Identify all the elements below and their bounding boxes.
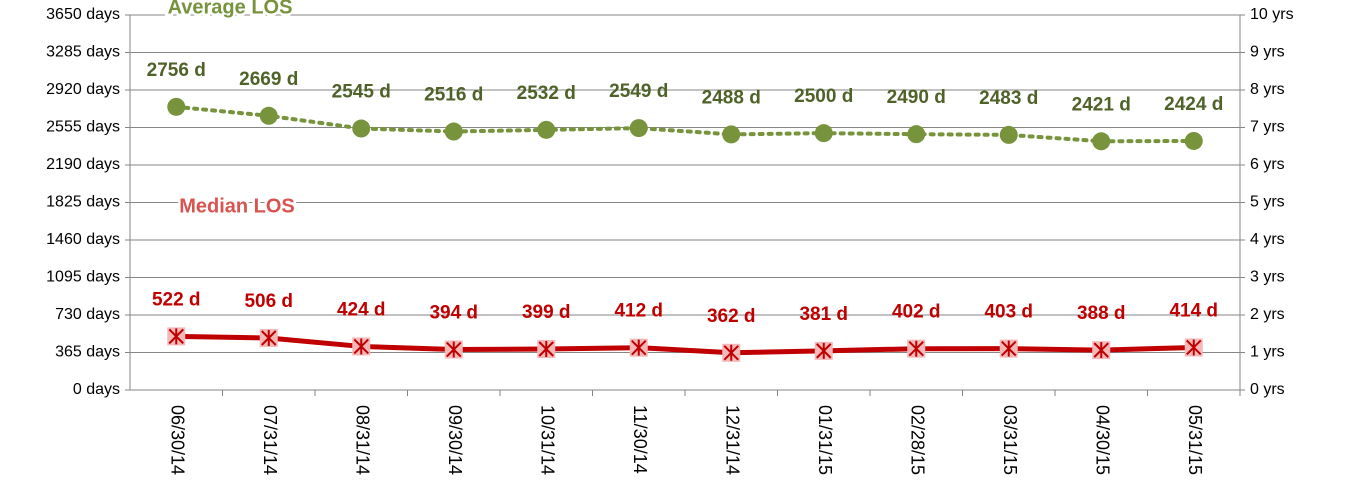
marker	[259, 106, 278, 125]
x-tick-label: 12/31/14	[723, 405, 743, 475]
marker	[1092, 132, 1111, 151]
marker	[444, 340, 463, 359]
x-tick-label: 06/30/14	[168, 405, 188, 475]
marker	[722, 343, 741, 362]
data-label: 394 d	[429, 303, 478, 324]
data-label: 403 d	[984, 302, 1033, 323]
y-tick-label: 730 days	[55, 306, 120, 323]
data-label: 402 d	[892, 302, 941, 323]
marker	[907, 339, 926, 358]
marker	[629, 119, 648, 138]
y2-tick-label: 9 yrs	[1250, 44, 1285, 61]
y2-tick-label: 5 yrs	[1250, 194, 1285, 211]
data-label: 506 d	[244, 291, 293, 312]
x-tick-label: 08/31/14	[353, 405, 373, 475]
data-label: 388 d	[1077, 303, 1126, 324]
series-line	[174, 104, 1196, 144]
marker	[1184, 338, 1203, 357]
y-tick-label: 3285 days	[46, 44, 120, 61]
marker	[167, 97, 186, 116]
marker	[814, 341, 833, 360]
data-label: 2500 d	[794, 86, 853, 107]
data-label: 424 d	[337, 299, 386, 320]
data-label: 2490 d	[887, 87, 946, 108]
marker	[629, 338, 648, 357]
y-tick-label: 365 days	[55, 344, 120, 361]
x-tick-label: 11/30/14	[630, 405, 650, 474]
data-label: 2532 d	[517, 83, 576, 104]
x-tick-label: 04/30/15	[1093, 405, 1113, 475]
x-tick-label: 10/31/14	[538, 405, 558, 475]
marker	[907, 125, 926, 144]
y2-tick-label: 8 yrs	[1250, 81, 1285, 98]
data-label: 2549 d	[609, 81, 668, 102]
y-tick-label: 1825 days	[46, 194, 120, 211]
marker	[352, 119, 371, 138]
data-label: 2516 d	[424, 85, 483, 106]
x-tick-label: 09/30/14	[445, 405, 465, 475]
data-label: 2421 d	[1072, 94, 1131, 115]
marker	[537, 340, 556, 359]
y-tick-label: 3650 days	[46, 6, 120, 23]
y2-tick-label: 10 yrs	[1250, 6, 1294, 23]
x-tick-label: 05/31/15	[1185, 405, 1205, 475]
series-line	[173, 333, 1197, 356]
data-label: 414 d	[1169, 300, 1218, 321]
marker	[1092, 341, 1111, 360]
x-tick-label: 01/31/15	[815, 405, 835, 475]
data-label: 412 d	[614, 301, 663, 322]
series-annotation: Median LOS	[179, 195, 295, 217]
y-tick-label: 2555 days	[46, 119, 120, 136]
data-label: 522 d	[152, 289, 201, 310]
data-label: 381 d	[799, 304, 848, 325]
marker	[999, 339, 1018, 358]
data-label: 362 d	[707, 306, 756, 327]
data-label: 2488 d	[702, 87, 761, 108]
y-tick-label: 1095 days	[46, 269, 120, 286]
y-tick-label: 2190 days	[46, 156, 120, 173]
y-tick-label: 2920 days	[46, 81, 120, 98]
data-label: 2669 d	[239, 69, 298, 90]
x-tick-label: 07/31/14	[260, 405, 280, 475]
marker	[722, 125, 741, 144]
x-tick-label: 02/28/15	[908, 405, 928, 475]
y2-tick-label: 3 yrs	[1250, 269, 1285, 286]
marker	[259, 329, 278, 348]
y2-tick-label: 7 yrs	[1250, 119, 1285, 136]
marker	[814, 124, 833, 143]
marker	[352, 337, 371, 356]
marker	[1184, 131, 1203, 150]
y2-tick-label: 2 yrs	[1250, 306, 1285, 323]
data-label: 399 d	[522, 302, 571, 323]
marker	[999, 125, 1018, 144]
y-tick-label: 1460 days	[46, 231, 120, 248]
series-annotation: Average LOS	[168, 0, 293, 18]
y2-tick-label: 6 yrs	[1250, 156, 1285, 173]
y2-tick-label: 1 yrs	[1250, 344, 1285, 361]
y-tick-label: 0 days	[73, 381, 120, 398]
y2-tick-label: 4 yrs	[1250, 231, 1285, 248]
data-label: 2756 d	[147, 60, 206, 81]
data-label: 2424 d	[1164, 94, 1223, 115]
marker	[167, 327, 186, 346]
data-label: 2545 d	[332, 82, 391, 103]
marker	[444, 122, 463, 141]
data-label: 2483 d	[979, 88, 1038, 109]
y2-tick-label: 0 yrs	[1250, 381, 1285, 398]
x-tick-label: 03/31/15	[1000, 405, 1020, 475]
marker	[537, 120, 556, 139]
